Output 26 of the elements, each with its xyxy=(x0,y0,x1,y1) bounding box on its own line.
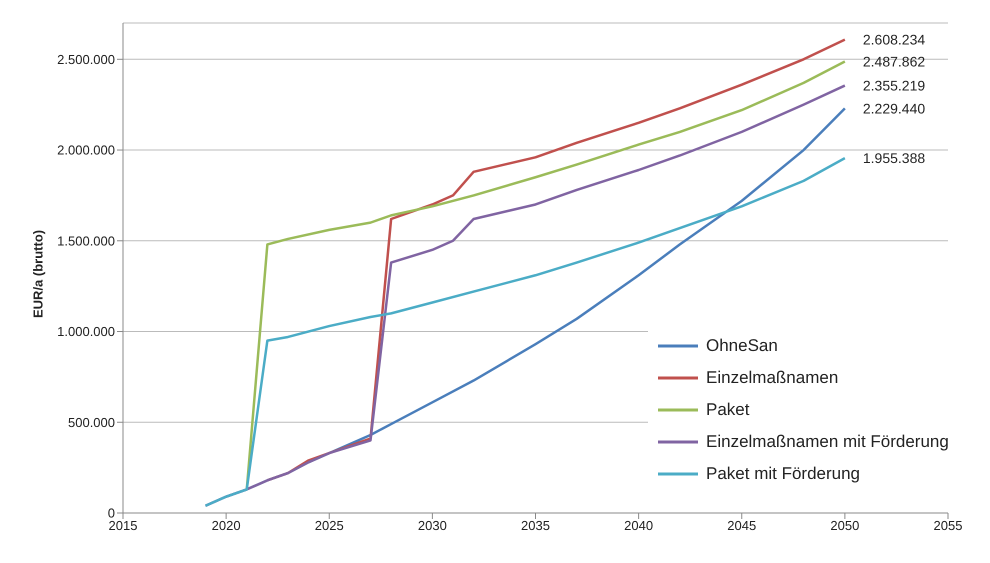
legend-label: Paket mit Förderung xyxy=(706,464,860,484)
legend-label: Einzelmaßnamen mit Förderung xyxy=(706,432,949,452)
x-tick-label: 2015 xyxy=(108,518,138,534)
y-tick-label: 2.000.000 xyxy=(57,142,115,158)
data-label: 2.608.234 xyxy=(862,32,926,48)
x-tick-label: 2030 xyxy=(418,518,447,534)
x-tick-label: 2055 xyxy=(934,518,962,534)
legend-label: Paket xyxy=(706,400,750,420)
y-tick-label: 2.500.000 xyxy=(57,52,115,67)
data-label: 2.487.862 xyxy=(862,54,926,70)
x-tick-label: 2045 xyxy=(727,518,756,534)
x-tick-label: 2035 xyxy=(521,518,550,534)
y-tick-label: 1.500.000 xyxy=(57,233,115,248)
legend-label: Einzelmaßnamen xyxy=(706,368,838,388)
x-tick-label: 2050 xyxy=(830,518,860,534)
x-tick-label: 2020 xyxy=(212,518,241,534)
legend-label: OhneSan xyxy=(706,336,778,356)
y-tick-label: 0 xyxy=(108,506,115,521)
y-axis-title: EUR/a (brutto) xyxy=(30,230,46,318)
y-tick-label: 1.000.000 xyxy=(57,324,115,340)
y-tick-label: 500.000 xyxy=(68,414,115,430)
data-label: 1.955.388 xyxy=(862,150,926,166)
x-tick-label: 2025 xyxy=(314,518,344,534)
x-tick-label: 2040 xyxy=(624,518,654,534)
data-label: 2.229.440 xyxy=(862,100,926,116)
data-label: 2.355.219 xyxy=(862,78,926,94)
